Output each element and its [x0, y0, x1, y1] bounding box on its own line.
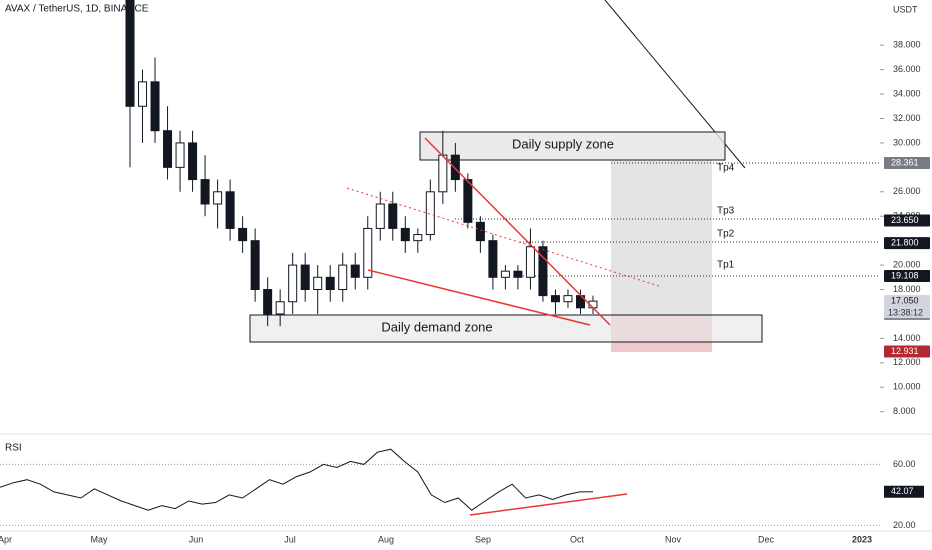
demand-zone — [249, 314, 763, 343]
candle-body — [413, 234, 423, 242]
x-tick-label: Sep — [475, 534, 491, 544]
price-label: 28.361 — [891, 157, 919, 167]
candle-body — [163, 130, 173, 168]
candle-body — [563, 295, 573, 303]
price-label: 17.050 — [891, 295, 919, 305]
x-tick-label: 2023 — [852, 534, 872, 544]
supply-zone — [419, 131, 726, 161]
y-tick-label: 38.000 — [893, 40, 921, 50]
supply-label: Daily supply zone — [512, 136, 614, 151]
y-tick-label: 60.00 — [893, 459, 916, 469]
x-tick-label: Dec — [758, 534, 775, 544]
candle-body — [263, 289, 273, 315]
candle-body — [188, 142, 198, 181]
price-label: 12.931 — [891, 346, 919, 356]
candle-body — [550, 295, 560, 303]
tp-label: Tp3 — [717, 206, 735, 217]
y-tick-label: 10.000 — [893, 382, 921, 392]
y-tick-label: 8.000 — [893, 406, 916, 416]
candle-body — [200, 179, 210, 205]
candle-body — [288, 264, 298, 303]
rsi-label-box — [884, 485, 924, 498]
price-label-box — [884, 237, 930, 250]
candle-body — [138, 81, 148, 107]
candle-body — [300, 264, 310, 291]
price-label: 21.800 — [891, 237, 919, 247]
candle-body — [313, 276, 323, 291]
candle-body — [275, 301, 285, 315]
candle-body — [125, 0, 135, 107]
rsi-label: 42.07 — [891, 486, 914, 496]
x-tick-label: May — [90, 534, 108, 544]
wedge-lower — [367, 269, 591, 326]
candle-body — [388, 203, 398, 229]
candle-body — [425, 191, 435, 236]
chart-title: AVAX / TetherUS, 1D, BINANCE — [5, 4, 149, 15]
candle-body — [350, 264, 360, 278]
candle-body — [238, 227, 248, 242]
rsi-divergence — [469, 493, 628, 516]
dotted-trend — [346, 187, 663, 288]
candle-body — [250, 240, 260, 291]
x-tick-label: Aug — [378, 534, 394, 544]
countdown: 13:38:12 — [888, 307, 923, 317]
candle-body — [513, 270, 523, 278]
countdown-box — [884, 307, 930, 319]
target-box — [611, 160, 712, 315]
y-tick-label: 26.000 — [893, 186, 921, 196]
wedge-upper — [424, 137, 611, 326]
x-tick-label: Oct — [570, 534, 585, 544]
axis-unit: USDT — [893, 4, 918, 14]
x-tick-label: Nov — [665, 534, 682, 544]
candle-body — [488, 240, 498, 278]
candle-body — [225, 191, 235, 229]
candle-body — [400, 227, 410, 242]
candle-body — [338, 264, 348, 291]
candle-body — [525, 246, 535, 278]
candle-body — [475, 221, 485, 242]
price-label: 23.650 — [891, 215, 919, 225]
y-tick-label: 30.000 — [893, 137, 921, 147]
y-tick-label: 20.000 — [893, 259, 921, 269]
price-label-box — [884, 295, 930, 308]
y-tick-label: 18.000 — [893, 284, 921, 294]
rsi-line — [0, 448, 594, 511]
candle-body — [150, 81, 160, 132]
candle-body — [538, 246, 548, 297]
y-tick-label: 12.000 — [893, 357, 921, 367]
y-tick-label: 36.000 — [893, 64, 921, 74]
x-tick-label: Jun — [189, 534, 204, 544]
y-tick-label: 14.000 — [893, 333, 921, 343]
tp-label: Tp2 — [717, 229, 735, 240]
tp-label: Tp4 — [717, 163, 735, 174]
y-tick-label: 34.000 — [893, 88, 921, 98]
y-tick-label: 20.00 — [893, 520, 916, 530]
candle-body — [363, 227, 373, 278]
tp-label: Tp1 — [717, 260, 735, 271]
candle-body — [450, 154, 460, 181]
candle-body — [438, 154, 448, 193]
x-tick-label: Apr — [0, 534, 12, 544]
rsi-title: RSI — [5, 443, 22, 454]
y-tick-label: 32.000 — [893, 113, 921, 123]
price-label-box — [884, 156, 930, 169]
candle-body — [463, 179, 473, 223]
candle-body — [325, 276, 335, 291]
price-label-box — [884, 214, 930, 227]
price-label-box — [884, 269, 930, 282]
price-label-box — [884, 345, 930, 358]
x-tick-label: Jul — [284, 534, 296, 544]
candle-body — [213, 191, 223, 205]
demand-label: Daily demand zone — [381, 319, 492, 334]
candle-body — [175, 142, 185, 168]
candle-body — [500, 270, 510, 278]
candle-body — [375, 203, 385, 229]
price-label: 19.108 — [891, 270, 919, 280]
